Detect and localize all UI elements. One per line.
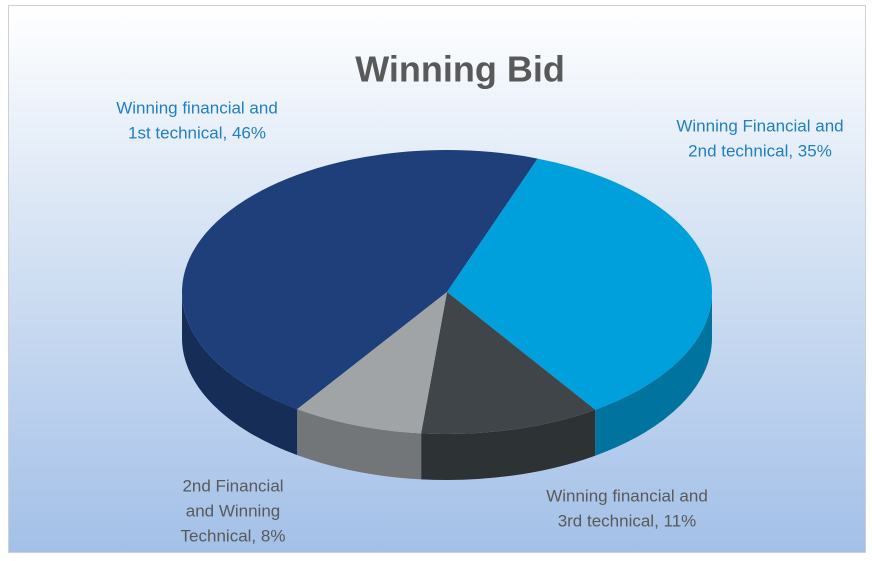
slice (447, 158, 712, 410)
slice-side (595, 292, 712, 456)
pie (182, 149, 712, 480)
data-label: Winning financial and (116, 98, 278, 117)
data-label: Technical, 8% (181, 526, 286, 545)
slice (297, 292, 447, 434)
data-label: 3rd technical, 11% (558, 511, 697, 530)
chart-title: Winning Bid (355, 49, 565, 90)
slice (421, 292, 596, 434)
data-label: Winning Financial and (676, 116, 843, 135)
slice-side (421, 409, 596, 480)
data-label: 2nd Financial (182, 476, 283, 495)
data-label: and Winning (186, 501, 281, 520)
labels: Winning financial and 1st technical, 46% W… (116, 98, 843, 545)
slice-side (182, 292, 298, 456)
data-label: 1st technical, 46% (128, 123, 266, 142)
data-label: 2nd technical, 35% (688, 141, 832, 160)
slice (182, 149, 538, 410)
slice-side (297, 409, 422, 480)
data-label: Winning financial and (546, 486, 708, 505)
